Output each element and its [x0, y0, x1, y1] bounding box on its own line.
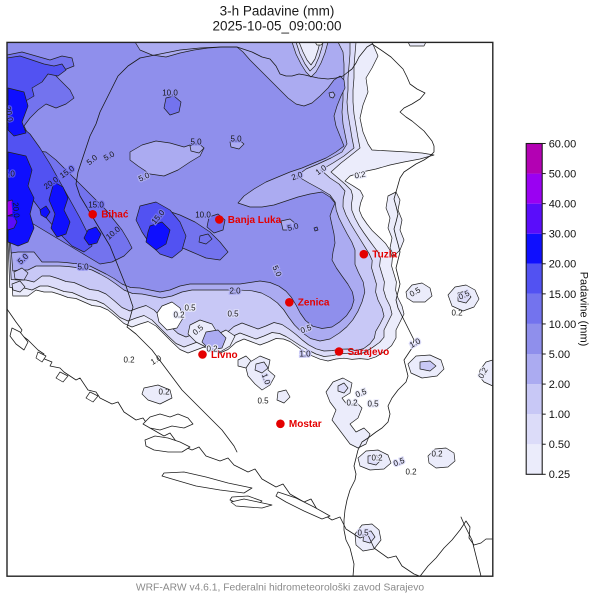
- svg-text:1.00: 1.00: [549, 409, 570, 421]
- svg-text:0.2: 0.2: [173, 311, 185, 320]
- svg-text:0.25: 0.25: [549, 469, 570, 481]
- svg-text:15.00: 15.00: [549, 289, 577, 301]
- svg-text:Banja Luka: Banja Luka: [228, 215, 282, 226]
- svg-text:5.00: 5.00: [549, 349, 570, 361]
- svg-text:0.5: 0.5: [367, 400, 379, 409]
- svg-text:10.00: 10.00: [549, 319, 577, 331]
- svg-text:0.5: 0.5: [357, 529, 369, 538]
- svg-text:Livno: Livno: [211, 350, 238, 361]
- svg-text:0.2: 0.2: [371, 454, 383, 463]
- svg-text:1.0: 1.0: [299, 350, 311, 359]
- svg-text:15.0: 15.0: [0, 170, 15, 179]
- svg-text:40.00: 40.00: [549, 199, 577, 211]
- svg-text:0.2: 0.2: [405, 468, 417, 477]
- svg-text:5.0: 5.0: [190, 138, 202, 147]
- svg-text:0.2: 0.2: [346, 399, 358, 408]
- svg-text:2.0: 2.0: [229, 287, 241, 296]
- svg-text:Sarajevo: Sarajevo: [348, 347, 390, 358]
- svg-text:10.0: 10.0: [162, 89, 178, 98]
- svg-text:0.2: 0.2: [206, 345, 218, 354]
- svg-text:20.0: 20.0: [3, 106, 15, 123]
- svg-text:0.50: 0.50: [549, 439, 570, 451]
- svg-text:Mostar: Mostar: [289, 419, 322, 430]
- svg-text:Tuzla: Tuzla: [372, 250, 397, 261]
- svg-text:2.00: 2.00: [549, 379, 570, 391]
- svg-text:3-h Padavine (mm): 3-h Padavine (mm): [220, 4, 335, 19]
- svg-text:0.2: 0.2: [451, 309, 463, 318]
- svg-text:Padavine (mm): Padavine (mm): [578, 272, 590, 347]
- svg-text:5.0: 5.0: [77, 263, 89, 272]
- svg-text:0.2: 0.2: [158, 388, 170, 397]
- svg-text:15.0: 15.0: [88, 201, 104, 210]
- svg-text:2025-10-05_09:00:00: 2025-10-05_09:00:00: [212, 18, 341, 33]
- svg-text:0.5: 0.5: [227, 310, 239, 319]
- svg-text:5.0: 5.0: [230, 135, 242, 144]
- svg-text:Zenica: Zenica: [298, 298, 330, 309]
- svg-text:0.2: 0.2: [431, 450, 443, 459]
- svg-text:30.00: 30.00: [549, 229, 577, 241]
- svg-text:50.00: 50.00: [549, 168, 577, 180]
- svg-text:0.2: 0.2: [123, 356, 135, 365]
- svg-text:60.00: 60.00: [549, 138, 577, 150]
- svg-text:5.0: 5.0: [286, 221, 300, 233]
- svg-text:0.2: 0.2: [354, 170, 367, 181]
- svg-text:0.5: 0.5: [257, 397, 269, 406]
- svg-text:20.00: 20.00: [549, 259, 577, 271]
- svg-text:WRF-ARW v4.6.1, Federalni hidr: WRF-ARW v4.6.1, Federalni hidrometeorolo…: [136, 583, 425, 594]
- svg-text:20.0: 20.0: [11, 202, 21, 219]
- svg-text:0.5: 0.5: [184, 304, 196, 313]
- svg-text:10.0: 10.0: [195, 211, 211, 220]
- svg-text:Bihać: Bihać: [101, 210, 129, 221]
